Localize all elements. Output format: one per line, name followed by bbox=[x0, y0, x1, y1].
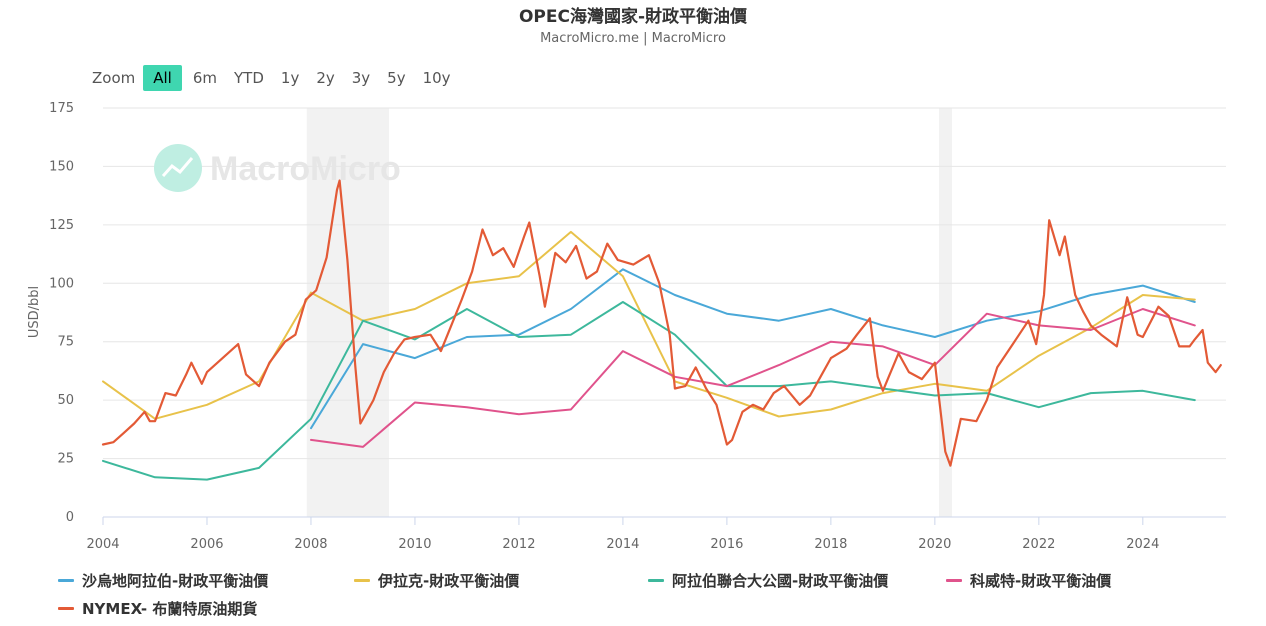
y-tick-label: 125 bbox=[49, 218, 74, 233]
zoom-ytd-button[interactable]: YTD bbox=[234, 69, 264, 87]
chart-subtitle: MacroMicro.me | MacroMicro bbox=[540, 31, 726, 46]
zoom-bar: Zoom All 6m YTD 1y 2y 3y 5y 10y bbox=[92, 64, 462, 92]
x-tick-label: 2004 bbox=[86, 537, 119, 552]
y-tick-label: 50 bbox=[57, 393, 74, 408]
y-tick-label: 100 bbox=[49, 276, 74, 291]
zoom-1y-button[interactable]: 1y bbox=[280, 69, 300, 87]
legend-swatch bbox=[648, 579, 664, 582]
series-line-3[interactable] bbox=[310, 308, 1196, 448]
zoom-6m-button[interactable]: 6m bbox=[192, 69, 218, 87]
y-axis-label: USD/bbl bbox=[27, 286, 42, 338]
x-tick-label: 2008 bbox=[294, 537, 327, 552]
chart-title: OPEC海灣國家-財政平衡油價 bbox=[518, 7, 748, 27]
y-tick-label: 75 bbox=[57, 335, 74, 350]
series-lines bbox=[101, 179, 1222, 481]
legend-swatch bbox=[58, 579, 74, 582]
series-line-1[interactable] bbox=[102, 230, 1196, 420]
legend-label: 沙烏地阿拉伯-財政平衡油價 bbox=[82, 572, 269, 590]
legend-swatch bbox=[354, 579, 370, 582]
y-tick-label: 150 bbox=[49, 159, 74, 174]
legend-item[interactable]: 科威特-財政平衡油價 bbox=[946, 570, 1111, 591]
y-tick-label: 25 bbox=[57, 452, 74, 467]
x-tick-label: 2014 bbox=[606, 537, 639, 552]
x-tick-label: 2020 bbox=[918, 537, 951, 552]
legend-label: NYMEX- 布蘭特原油期貨 bbox=[82, 600, 258, 618]
zoom-3y-button[interactable]: 3y bbox=[351, 69, 371, 87]
x-tick-label: 2022 bbox=[1022, 537, 1055, 552]
legend-label: 科威特-財政平衡油價 bbox=[970, 572, 1112, 590]
zoom-label: Zoom bbox=[92, 69, 136, 87]
legend-label: 伊拉克-財政平衡油價 bbox=[378, 572, 520, 590]
x-tick-label: 2018 bbox=[814, 537, 847, 552]
y-tick-label: 175 bbox=[49, 101, 74, 116]
y-tick-label: 0 bbox=[66, 510, 74, 525]
axes: 0 25 50 75 100 125 150 175 2004 2006 2008 2010 2012 2… bbox=[49, 101, 1226, 552]
legend-swatch bbox=[58, 607, 74, 610]
series-line-4[interactable] bbox=[101, 179, 1222, 467]
line-chart: MacroMicro 0 25 50 75 100 125 150 175 2004 2006 20… bbox=[27, 101, 1226, 552]
legend-swatch bbox=[946, 579, 962, 582]
zoom-all-button[interactable]: All bbox=[143, 65, 182, 91]
zoom-2y-button[interactable]: 2y bbox=[316, 69, 335, 87]
zoom-10y-button[interactable]: 10y bbox=[422, 69, 451, 87]
x-tick-label: 2012 bbox=[502, 537, 535, 552]
x-tick-label: 2010 bbox=[398, 537, 431, 552]
x-tick-label: 2024 bbox=[1126, 537, 1159, 552]
recession-band-1 bbox=[939, 108, 953, 517]
legend-item[interactable]: 阿拉伯聯合大公國-財政平衡油價 bbox=[648, 570, 888, 591]
watermark-logo-icon bbox=[154, 144, 202, 192]
legend-item[interactable]: 伊拉克-財政平衡油價 bbox=[354, 570, 519, 591]
watermark-text: MacroMicro bbox=[210, 150, 401, 188]
series-line-2[interactable] bbox=[102, 301, 1196, 481]
legend-item[interactable]: 沙烏地阿拉伯-財政平衡油價 bbox=[58, 570, 268, 591]
legend-label: 阿拉伯聯合大公國-財政平衡油價 bbox=[672, 572, 889, 590]
series-line-0[interactable] bbox=[310, 268, 1196, 430]
x-tick-label: 2006 bbox=[190, 537, 223, 552]
watermark-logo-mark bbox=[161, 157, 194, 178]
zoom-5y-button[interactable]: 5y bbox=[387, 69, 406, 87]
watermark: MacroMicro bbox=[154, 144, 401, 192]
x-tick-label: 2016 bbox=[710, 537, 743, 552]
legend-item[interactable]: NYMEX- 布蘭特原油期貨 bbox=[58, 598, 257, 619]
